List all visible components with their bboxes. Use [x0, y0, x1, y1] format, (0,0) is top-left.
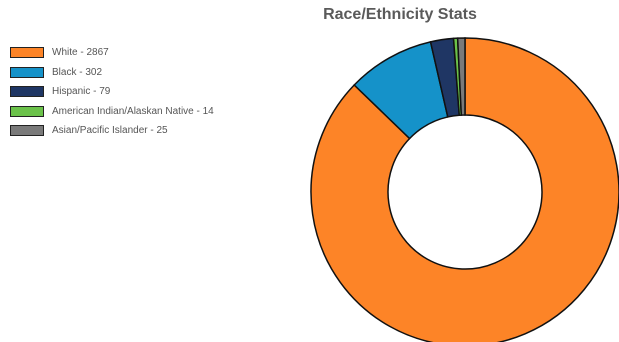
- legend-label-american-indian: American Indian/Alaskan Native - 14: [52, 105, 214, 117]
- legend-swatch-black: [10, 66, 44, 78]
- chart-title: Race/Ethnicity Stats: [323, 6, 477, 23]
- legend-swatch-white: [10, 47, 44, 59]
- legend: White - 2867 Black - 302 Hispanic - 79 A…: [10, 43, 214, 141]
- legend-item-black[interactable]: Black - 302: [10, 63, 214, 83]
- legend-label-hispanic: Hispanic - 79: [52, 86, 111, 98]
- legend-swatch-hispanic: [10, 86, 44, 98]
- legend-label-asian-pacific: Asian/Pacific Islander - 25: [52, 125, 168, 137]
- legend-item-hispanic[interactable]: Hispanic - 79: [10, 82, 214, 102]
- legend-label-black: Black - 302: [52, 66, 103, 78]
- donut-slices: [310, 37, 619, 342]
- legend-swatch-asian-pacific: [10, 125, 44, 137]
- legend-item-american-indian[interactable]: American Indian/Alaskan Native - 14: [10, 102, 214, 122]
- legend-swatch-american-indian: [10, 105, 44, 117]
- legend-item-white[interactable]: White - 2867: [10, 43, 214, 63]
- donut-slice-asian-pacific[interactable]: [456, 37, 466, 116]
- legend-item-asian-pacific[interactable]: Asian/Pacific Islander - 25: [10, 121, 214, 141]
- legend-label-white: White - 2867: [52, 47, 109, 59]
